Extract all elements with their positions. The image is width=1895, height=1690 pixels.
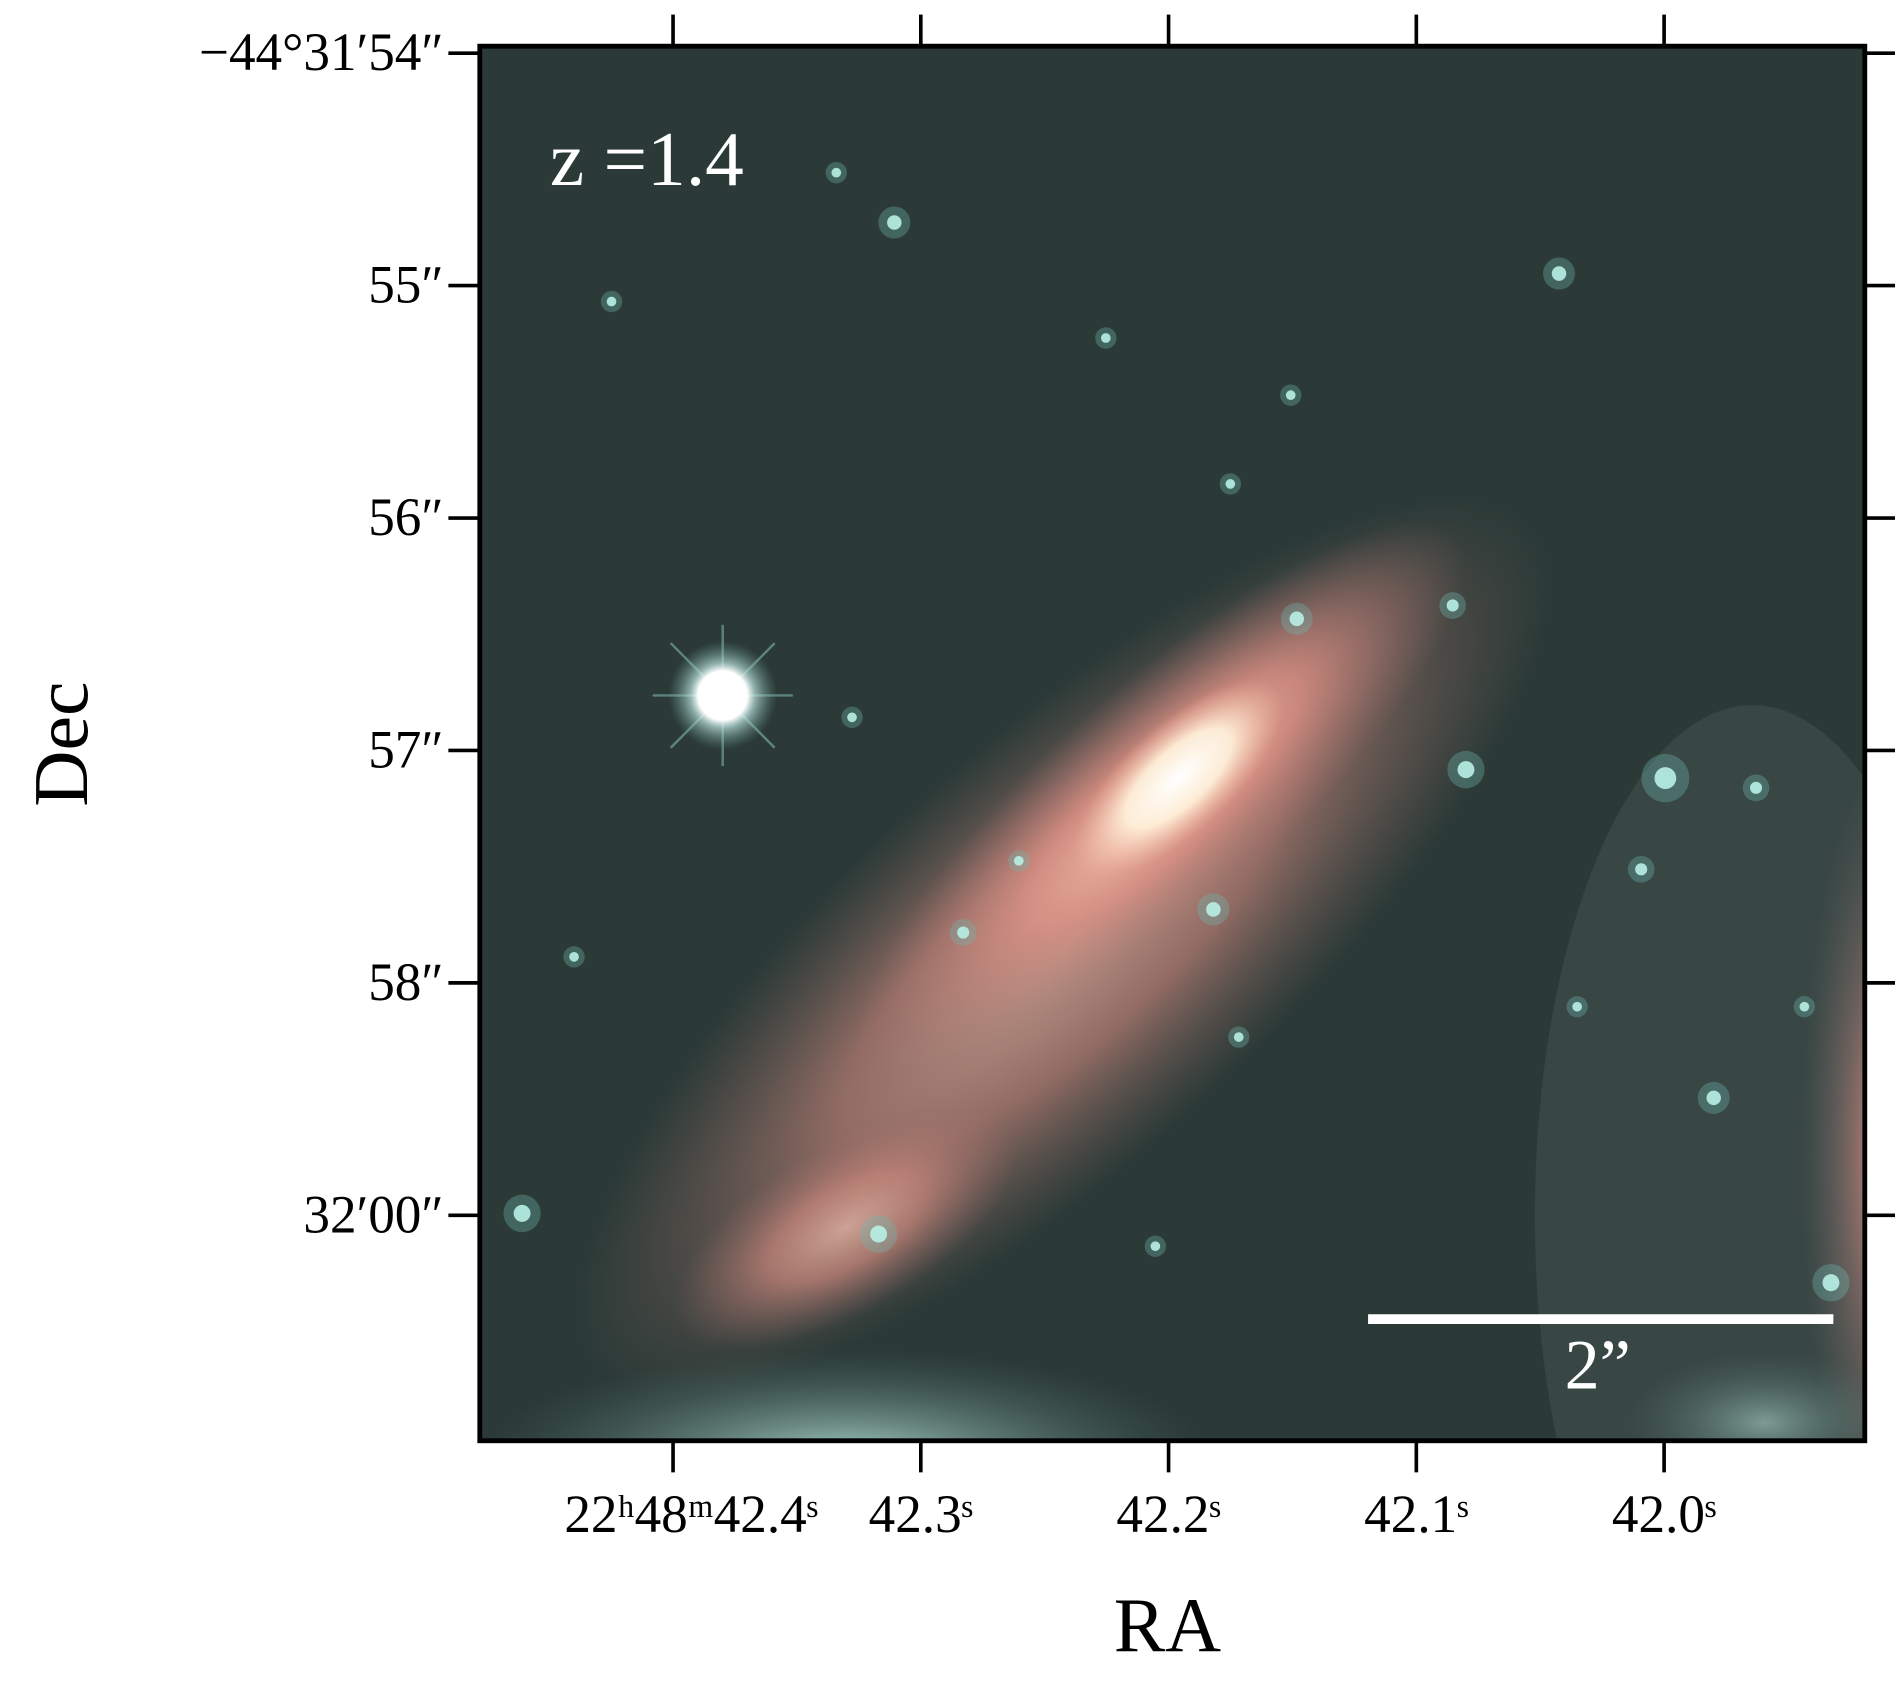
x-axis-label: RA: [1114, 1582, 1221, 1668]
y-tick-label: 32′00″: [303, 1184, 443, 1244]
source: [1749, 781, 1763, 794]
source: [1551, 266, 1567, 281]
frame: [477, 43, 1868, 1444]
y-tick-label: −44°31′54″: [199, 22, 444, 82]
image: [479, 46, 1865, 1441]
source: [831, 167, 842, 178]
source: [606, 296, 617, 307]
source: [1706, 1090, 1721, 1106]
source: [847, 712, 857, 723]
source: [1285, 390, 1296, 401]
redshift-label: z =1.4: [550, 116, 744, 202]
source: [887, 215, 902, 230]
x-tick-label: 42.3ˢ: [869, 1484, 973, 1544]
source: [1233, 1032, 1244, 1042]
source: [569, 951, 579, 962]
source: [1289, 611, 1305, 627]
y-tick-label: 58″: [368, 952, 443, 1012]
source: [1446, 599, 1459, 612]
source: [1206, 902, 1221, 917]
source: [1635, 863, 1648, 876]
source: [1572, 1001, 1582, 1012]
source: [957, 926, 970, 939]
y-tick-label: 57″: [368, 719, 443, 779]
source: [1013, 855, 1024, 866]
x-tick-label: 22ʰ48ᵐ42.4ˢ: [564, 1484, 818, 1544]
x-tick-label: 42.0ˢ: [1612, 1484, 1716, 1544]
source: [1100, 333, 1111, 343]
source: [1654, 767, 1677, 790]
source: [1150, 1241, 1161, 1252]
x-tick-label: 42.1ˢ: [1364, 1484, 1468, 1544]
source: [1799, 1001, 1810, 1012]
x-tick-label: 42.2ˢ: [1116, 1484, 1220, 1544]
y-axis-label: Dec: [18, 681, 104, 806]
source: [1457, 761, 1475, 779]
y-tick-label: 56″: [368, 487, 443, 547]
y-tick-label: 55″: [368, 254, 443, 314]
source: [1822, 1274, 1840, 1292]
source: [870, 1225, 888, 1243]
scale-bar-label: 2”: [1565, 1326, 1631, 1404]
source: [513, 1204, 531, 1222]
source: [1225, 479, 1236, 489]
